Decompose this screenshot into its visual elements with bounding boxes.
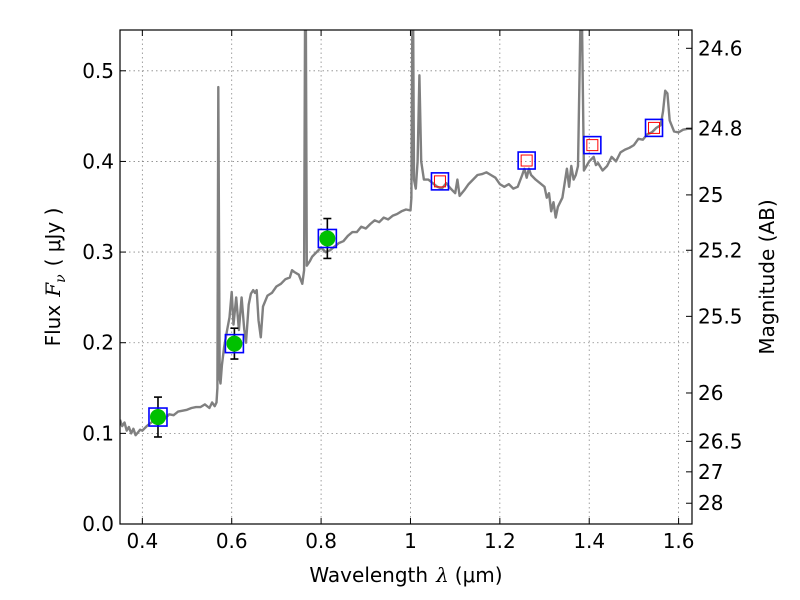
mag-tick-label: 24.6 — [698, 36, 743, 60]
y-tick-label: 0.4 — [82, 149, 114, 173]
model-box-marker — [583, 135, 602, 155]
mag-tick-label: 28 — [698, 491, 723, 515]
mag-tick-label: 24.8 — [698, 116, 743, 140]
detection-marker — [226, 335, 243, 352]
model-inner-marker — [520, 154, 533, 167]
spectrum-line — [120, 30, 692, 437]
y-tick-label: 0.3 — [82, 240, 114, 264]
x-axis-label: Wavelength λ (μm) — [309, 563, 502, 587]
model-inner-marker — [648, 121, 661, 134]
model-inner-marker — [433, 175, 446, 188]
mag-tick-label: 26 — [698, 381, 723, 405]
grid-lines — [120, 30, 692, 525]
detection-marker — [149, 409, 166, 426]
y2-axis-label: Magnitude (AB) — [755, 199, 779, 354]
tick-marks — [120, 30, 692, 525]
x-tick-label: 0.4 — [126, 529, 158, 553]
x-tick-label: 1 — [404, 529, 417, 553]
detection-marker — [319, 230, 336, 247]
model-inner-marker — [586, 139, 599, 152]
y-tick-label: 0.0 — [82, 512, 114, 536]
spectrum-layer — [120, 30, 692, 437]
model-box-marker — [644, 118, 664, 138]
photometry-layer — [148, 118, 664, 438]
x-tick-label: 1.2 — [484, 529, 516, 553]
x-tick-label: 1.4 — [573, 529, 605, 553]
mag-tick-label: 27 — [698, 460, 723, 484]
x-tick-label: 1.6 — [663, 529, 695, 553]
y-tick-label: 0.5 — [82, 59, 114, 83]
tick-labels: 0.4 0.6 0.8 1 1.2 1.4 1.6 0.0 0.1 0.2 0.3 0.4 0.5 24.… — [82, 36, 742, 553]
y-tick-label: 0.2 — [82, 331, 114, 355]
x-tick-label: 0.6 — [216, 529, 248, 553]
mag-tick-label: 26.5 — [698, 429, 743, 453]
x-tick-label: 0.8 — [305, 529, 337, 553]
model-box-marker — [517, 151, 536, 170]
y-axis-label: FluxFν( μJy ) — [41, 208, 69, 347]
y-tick-label: 0.1 — [82, 421, 114, 445]
model-box-marker — [430, 172, 450, 191]
mag-tick-label: 25 — [698, 183, 723, 207]
mag-tick-label: 25.5 — [698, 304, 743, 328]
model-box-marker — [148, 407, 168, 427]
model-box-marker — [317, 228, 338, 249]
model-box-marker — [224, 333, 245, 354]
mag-tick-label: 25.2 — [698, 238, 743, 262]
plot-frame — [119, 29, 693, 525]
